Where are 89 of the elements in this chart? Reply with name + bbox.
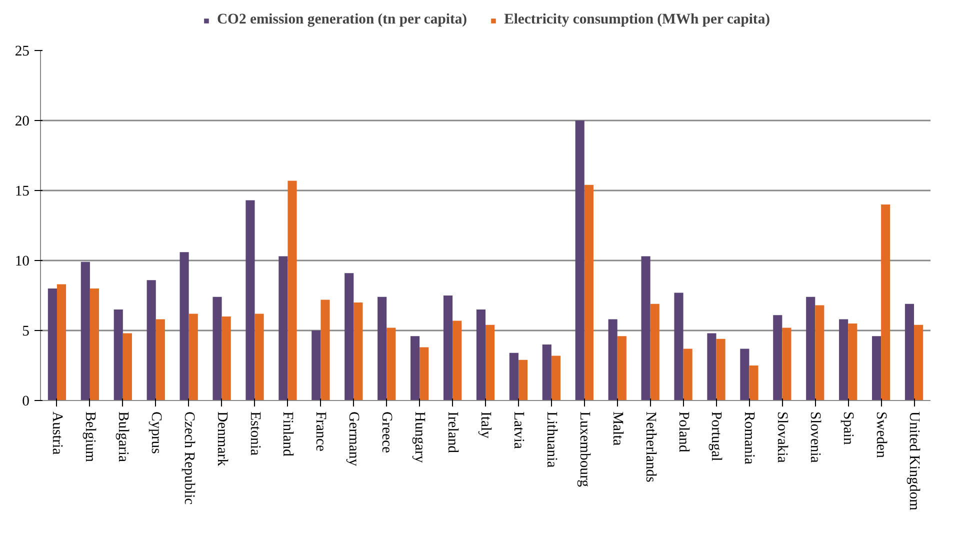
bar [575,120,584,400]
bar [222,316,231,400]
x-tick-label: Spain [840,412,856,446]
x-tick-label: Italy [478,412,494,440]
x-tick-label: Slovenia [807,412,824,464]
bar [180,252,189,400]
bar [749,366,758,400]
x-tick-label: Hungary [412,412,428,464]
bar [378,296,387,400]
bar [707,333,716,400]
bar [320,300,330,400]
bar [156,319,165,400]
bar [80,262,90,400]
x-tick-label: Cyprus [148,412,164,454]
bar [650,304,660,400]
bar [443,296,453,400]
x-tick-label: Austria [48,412,65,456]
bar [509,352,518,400]
bar [188,314,198,400]
x-tick-label: Poland [675,412,692,453]
bar [806,296,816,400]
x-tick-label: Portugal [708,412,724,462]
bar [486,324,495,400]
x-tick-label: Germany [346,412,362,467]
bar [386,328,396,400]
x-tick-label: Finland [280,412,296,457]
bar [716,338,726,400]
x-tick-label: Belgium [82,412,98,463]
y-tick-label: 0 [22,394,30,410]
bar [904,304,914,400]
bar [518,360,528,400]
bar [288,180,297,400]
x-tick-label: France [312,412,329,452]
x-tick-label: United Kingdom [906,412,922,512]
bar [872,336,882,400]
x-tick-label: Slovakia [774,412,790,464]
bar [354,302,363,400]
bar [122,333,132,400]
bar [584,184,594,400]
x-tick-label: Netherlands [642,412,658,483]
bar [114,310,123,400]
x-tick-label: Denmark [214,412,230,467]
x-tick-label: Greece [378,412,395,453]
x-tick-label: Bulgaria [114,412,131,462]
bar [344,273,354,400]
bar [254,314,264,400]
bar [212,296,222,400]
x-tick-label: Czech Republic [180,412,197,506]
bar [773,315,782,400]
legend-label: CO2 emission generation (tn per capita) [216,12,468,28]
bar [674,292,684,400]
bar [90,288,100,400]
y-tick-label: 10 [14,254,30,270]
bar [641,256,650,400]
bar [410,336,420,400]
y-tick-label: 20 [14,114,30,130]
bar [608,319,618,400]
bar [476,310,486,400]
y-tick-label: 15 [14,184,30,200]
bar [278,256,288,400]
y-tick-label: 5 [22,324,30,340]
bar [848,324,858,400]
bar [815,305,824,400]
bar [312,330,321,400]
bar [542,344,552,400]
bar [782,328,792,400]
bar [246,200,255,400]
x-tick-label: Romania [741,412,758,465]
bar [48,288,57,400]
bar [420,347,429,400]
x-tick-label: Estonia [246,412,263,456]
bar [56,284,66,400]
y-tick-label: 25 [14,44,30,60]
x-tick-label: Latvia [510,412,526,450]
bar [914,324,924,400]
x-tick-label: Luxembourg [576,412,592,488]
legend-label: Electricity consumption (MWh per capita) [504,12,770,28]
x-tick-label: Malta [609,412,626,446]
bar [146,280,156,400]
bar [881,204,890,400]
bar [839,319,848,400]
x-tick-label: Sweden [873,412,890,459]
x-tick-label: Ireland [444,412,461,454]
bar [551,356,560,400]
bar [617,336,626,400]
bar [740,348,750,400]
bar [452,320,462,400]
x-tick-label: Lithuania [543,412,560,468]
bar [683,348,692,400]
